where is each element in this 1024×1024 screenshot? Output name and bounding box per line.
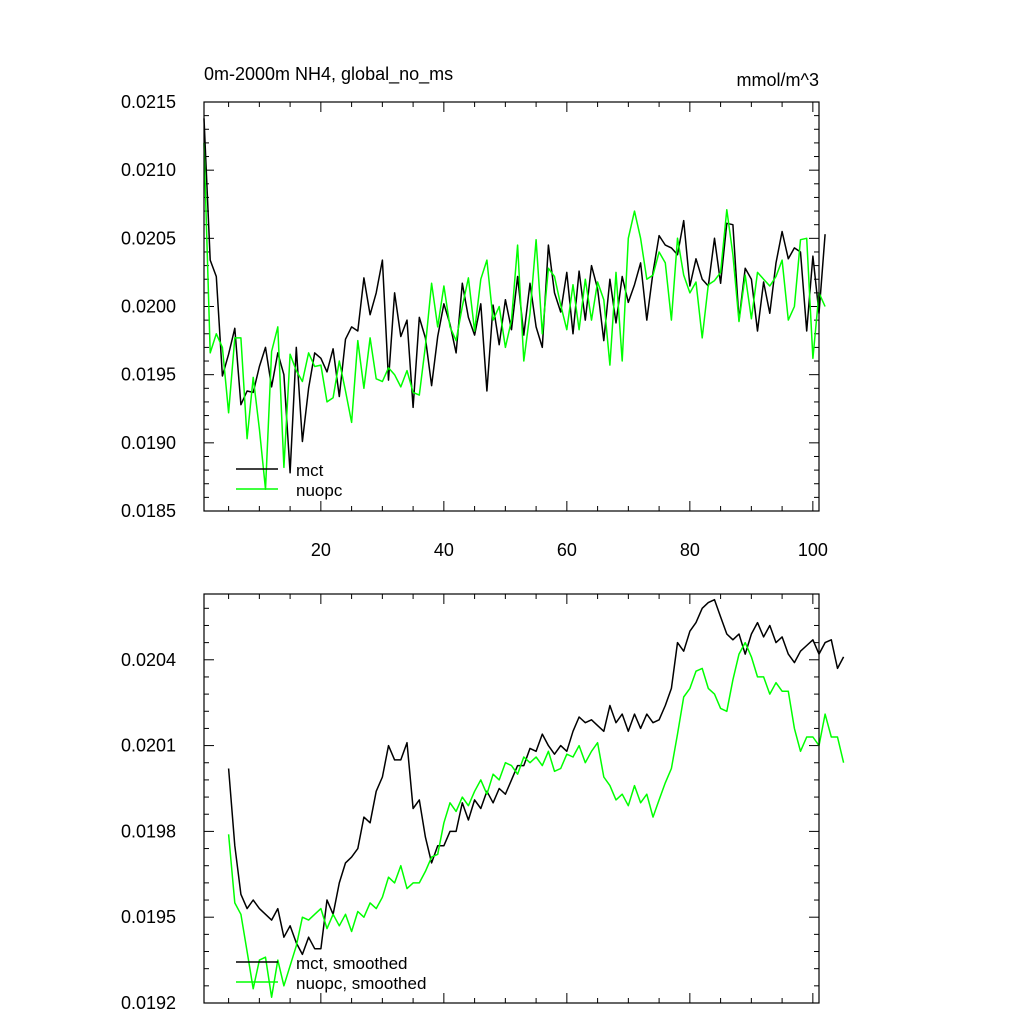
units-label: mmol/m^3 <box>737 70 819 90</box>
legend-label-nuopc: nuopc <box>296 481 343 500</box>
y-tick-label: 0.0185 <box>121 501 176 521</box>
y-tick-label: 0.0195 <box>121 907 176 927</box>
bottom-panel-legend: mct, smoothed nuopc, smoothed <box>236 954 426 993</box>
x-tick-label: 100 <box>798 540 828 560</box>
top-panel-frame <box>203 101 820 512</box>
top-panel-x-tick-labels: 20 40 60 80 100 <box>311 540 828 560</box>
series-line-mct <box>203 118 826 474</box>
legend-label-mct-smoothed: mct, smoothed <box>296 954 408 973</box>
legend-label-mct: mct <box>296 461 324 480</box>
y-tick-label: 0.0192 <box>121 993 176 1013</box>
x-tick-label: 40 <box>434 540 454 560</box>
y-tick-label: 0.0200 <box>121 297 176 317</box>
series-line-nuopc <box>203 142 826 490</box>
chart-title: 0m-2000m NH4, global_no_ms <box>204 64 453 85</box>
y-tick-label: 0.0201 <box>121 736 176 756</box>
y-tick-label: 0.0198 <box>121 821 176 841</box>
y-tick-label: 0.0210 <box>121 160 176 180</box>
top-panel-y-tick-labels: 0.0185 0.0190 0.0195 0.0200 0.0205 0.0210 0.02… <box>121 92 176 521</box>
series-line-nuopc-smoothed <box>227 641 845 999</box>
legend-label-nuopc-smoothed: nuopc, smoothed <box>296 974 426 993</box>
bottom-panel-series <box>227 598 845 999</box>
y-tick-label: 0.0215 <box>121 92 176 112</box>
top-panel-ticks <box>204 101 819 512</box>
bottom-panel: 0.0192 0.0195 0.0198 0.0201 0.0204 mct, smoo… <box>121 593 845 1013</box>
top-panel-series <box>203 118 826 490</box>
x-tick-label: 80 <box>680 540 700 560</box>
x-tick-label: 60 <box>557 540 577 560</box>
y-tick-label: 0.0205 <box>121 228 176 248</box>
top-panel-legend: mct nuopc <box>236 461 343 500</box>
x-tick-label: 20 <box>311 540 331 560</box>
y-tick-label: 0.0195 <box>121 365 176 385</box>
y-tick-label: 0.0190 <box>121 433 176 453</box>
top-panel: 0m-2000m NH4, global_no_ms mmol/m^3 0.01… <box>121 64 828 560</box>
series-line-mct-smoothed <box>227 598 845 956</box>
bottom-panel-y-tick-labels: 0.0192 0.0195 0.0198 0.0201 0.0204 <box>121 650 176 1013</box>
bottom-panel-frame <box>203 593 820 1004</box>
y-tick-label: 0.0204 <box>121 650 176 670</box>
